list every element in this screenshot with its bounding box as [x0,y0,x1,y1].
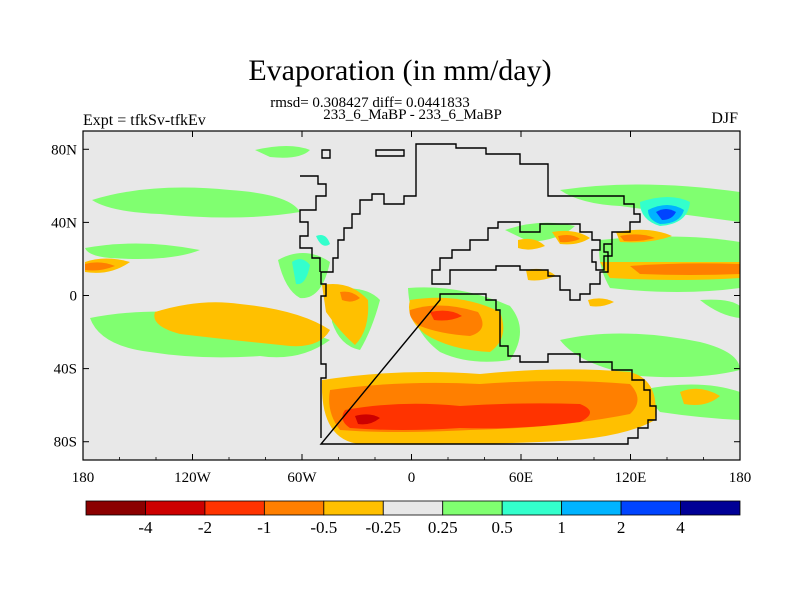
x-tick-label: 60W [287,470,317,486]
colorbar-label: -0.25 [366,518,401,537]
y-tick-label: 0 [70,289,78,305]
season-label: DJF [711,110,738,127]
y-tick-label: 80N [51,142,77,158]
y-tick-label: 80S [54,435,77,451]
colorbar-label: 0.5 [492,518,513,537]
case-line: 233_6_MaBP - 233_6_MaBP [323,107,502,123]
colorbar-swatch [382,500,444,516]
colorbar-swatch [620,500,681,516]
y-axis: 80N 40N 0 40S 80S [51,142,740,451]
colorbar-swatch [442,500,503,516]
y-tick-label: 40N [51,215,77,231]
colorbar-label: -1 [257,518,271,537]
colorbar-label: -4 [138,518,153,537]
x-tick-label: 120W [174,470,212,486]
colorbar-swatch [680,500,741,516]
colorbar-swatch [263,500,325,516]
x-tick-label: 60E [509,470,533,486]
colorbar-swatch [145,500,206,516]
experiment-label: Expt = tfkSv-tfkEv [83,112,206,129]
land-outline-west [299,175,327,272]
colorbar-label: 1 [557,518,566,537]
colorbar-label: 4 [676,518,685,537]
x-tick-label: 180 [72,470,95,486]
x-tick-label: 180 [729,470,752,486]
colorbar-swatch [323,500,384,516]
contour-redorange [342,310,590,430]
contour-fields [85,146,740,445]
chart-title: Evaporation (in mm/day) [248,54,552,87]
contour-blue [656,209,676,220]
colorbar-swatch [561,500,622,516]
x-tick-label: 0 [408,470,416,486]
colorbar: -4 -2 -1 -0.5 -0.25 0.25 0.5 1 2 4 [85,500,741,537]
contour-red [355,414,380,425]
land-outline-islands [321,149,405,159]
colorbar-label: -0.5 [310,518,337,537]
x-tick-label: 120E [615,470,647,486]
y-tick-label: 40S [54,362,77,378]
colorbar-swatch [501,500,563,516]
colorbar-swatch [204,500,265,516]
stats-line: rmsd= 0.308427 diff= 0.0441833 [270,95,470,111]
x-axis: 180 120W 60W 0 60E 120E 180 [72,131,752,486]
colorbar-label: 0.25 [428,518,458,537]
colorbar-label: 2 [617,518,626,537]
colorbar-label: -2 [198,518,212,537]
land-outline [319,143,657,445]
colorbar-swatch [85,500,146,516]
